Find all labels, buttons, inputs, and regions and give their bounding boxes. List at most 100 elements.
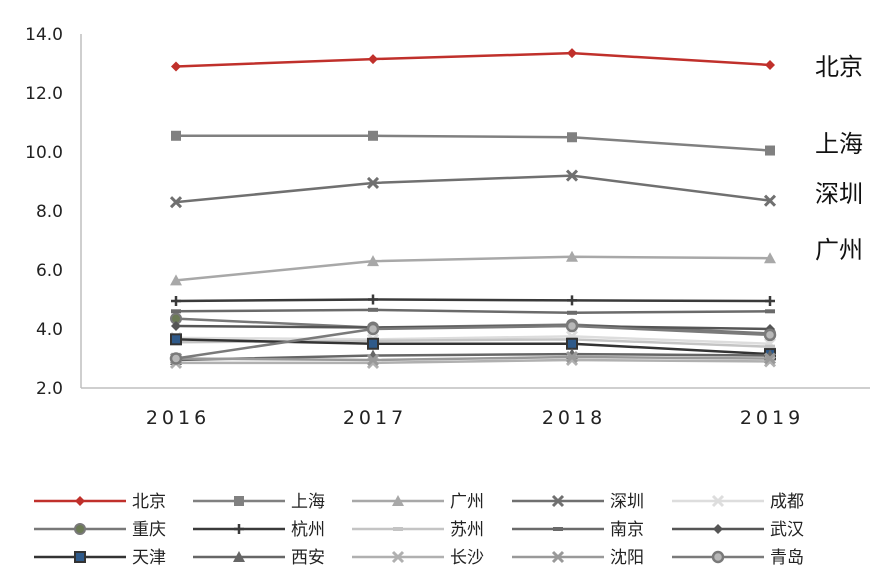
- data-point: [171, 61, 181, 72]
- series-上海: [171, 130, 775, 156]
- legend-marker: [233, 551, 245, 562]
- series-line: [175, 255, 771, 282]
- legend-label: 杭州: [291, 520, 325, 540]
- series-line: [175, 338, 771, 356]
- series-深圳: [169, 169, 777, 209]
- data-point: [367, 337, 379, 350]
- y-tick-label: 4.0: [36, 320, 63, 340]
- data-point: [171, 309, 181, 314]
- y-tick-label: 14.0: [25, 25, 63, 45]
- series-line: [175, 51, 771, 68]
- series-line: [176, 134, 771, 152]
- legend-label: 广州: [450, 492, 484, 512]
- legend-label: 天津: [132, 548, 166, 568]
- y-tick-label: 12.0: [25, 84, 63, 104]
- data-point: [366, 176, 380, 190]
- data-point: [567, 132, 577, 143]
- series-杭州: [171, 294, 775, 306]
- series-line: [175, 352, 771, 362]
- data-point: [765, 145, 775, 156]
- data-point: [170, 274, 182, 286]
- y-tick-label: 10.0: [25, 143, 63, 163]
- data-point: [368, 307, 378, 312]
- data-point: [567, 310, 577, 315]
- legend-item: 苏州: [352, 520, 484, 540]
- legend-marker: [553, 527, 563, 531]
- data-point: [366, 322, 380, 336]
- data-point: [765, 309, 775, 314]
- legend-item: 西安: [193, 548, 325, 568]
- series-line: [175, 324, 771, 360]
- series-line: [175, 174, 771, 204]
- legend-marker: [234, 496, 244, 506]
- legend-marker: [551, 494, 565, 508]
- legend-item: 南京: [512, 520, 644, 540]
- legend-label: 长沙: [450, 548, 484, 568]
- data-point: [565, 169, 579, 182]
- legend-item: 沈阳: [512, 548, 644, 568]
- data-point: [763, 352, 777, 365]
- data-point: [368, 294, 378, 305]
- legend-label: 南京: [610, 520, 644, 540]
- legend-item: 武汉: [672, 520, 804, 540]
- series-line: [175, 355, 771, 362]
- data-point: [368, 130, 378, 141]
- legend-label: 西安: [291, 548, 325, 568]
- data-point: [765, 59, 775, 70]
- legend-item: 深圳: [512, 492, 644, 512]
- legend-item: 广州: [352, 492, 484, 512]
- series-青岛: [169, 319, 777, 365]
- y-tick-label: 2.0: [36, 379, 63, 399]
- legend-marker: [713, 524, 723, 534]
- legend-label: 上海: [291, 492, 325, 512]
- legend-marker: [711, 494, 725, 508]
- axes: 2.0 4.0 6.0 8.0 10.0 12.0 14.0 2016 2017 2018 2019: [25, 25, 870, 429]
- legend-label: 北京: [132, 492, 166, 512]
- data-point: [763, 328, 777, 342]
- legend-item: 重庆: [34, 520, 166, 540]
- legend-item: 青岛: [672, 548, 804, 568]
- data-point: [567, 48, 577, 59]
- legend-label: 成都: [770, 492, 804, 512]
- legend-label: 重庆: [132, 520, 166, 540]
- legend-item: 上海: [193, 492, 325, 512]
- x-tick-label: 2019: [740, 407, 804, 429]
- data-point: [566, 250, 578, 262]
- x-tick-label: 2016: [146, 407, 210, 429]
- end-label: 广州: [815, 236, 863, 264]
- data-point: [366, 353, 380, 367]
- legend-marker: [711, 550, 725, 564]
- x-tick-label: 2017: [343, 407, 407, 429]
- end-label: 上海: [815, 130, 863, 158]
- data-point: [169, 352, 183, 365]
- legend-marker: [393, 527, 403, 531]
- data-point: [565, 319, 579, 333]
- data-point: [171, 130, 181, 141]
- data-point: [765, 295, 775, 306]
- legend-marker: [74, 551, 86, 563]
- data-point: [763, 194, 777, 207]
- legend-marker: [391, 550, 405, 564]
- legend-label: 武汉: [770, 520, 804, 540]
- legend-marker: [551, 550, 565, 564]
- series-广州: [170, 250, 776, 286]
- data-point: [171, 295, 181, 306]
- data-point: [169, 196, 183, 209]
- legend-marker: [74, 523, 86, 535]
- legend-label: 青岛: [770, 548, 804, 568]
- series-line: [175, 335, 771, 345]
- x-tick-label: 2018: [542, 407, 606, 429]
- legend-item: 北京: [34, 492, 166, 512]
- series-line: [175, 298, 771, 303]
- series-line: [175, 308, 771, 315]
- legend-label: 苏州: [450, 520, 484, 540]
- data-point: [171, 321, 181, 332]
- data-point: [565, 350, 579, 364]
- legend-item: 成都: [672, 492, 804, 512]
- data-point: [566, 337, 578, 350]
- end-label: 深圳: [815, 180, 863, 208]
- data-point: [368, 54, 378, 65]
- series-layer: [169, 48, 777, 369]
- series-北京: [171, 48, 775, 72]
